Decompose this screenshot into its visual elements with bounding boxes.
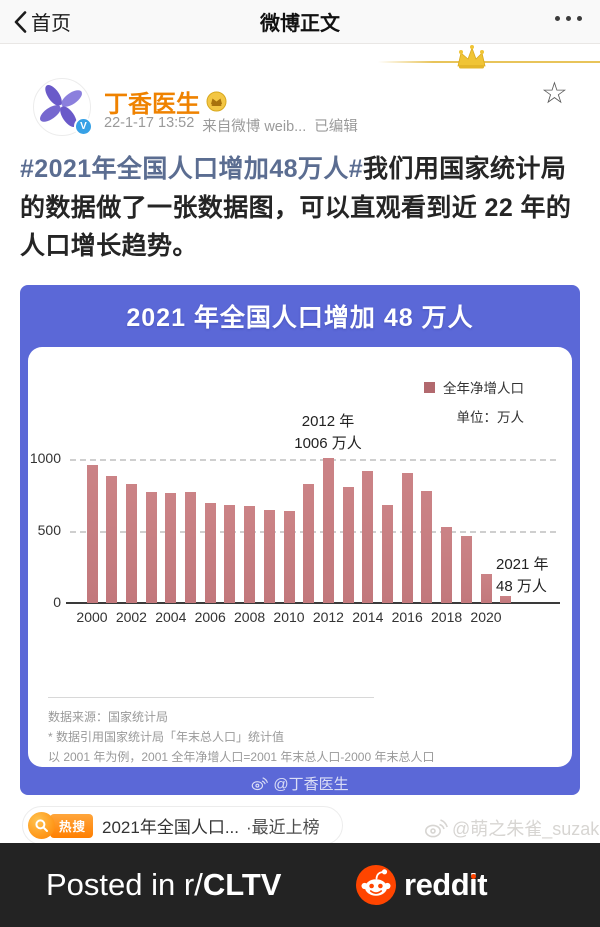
banner-text: Posted in r/CLTV: [46, 867, 282, 902]
x-tick-2012: 2012: [312, 609, 344, 625]
bar-2014: [362, 470, 374, 603]
weibo-logo-icon: [425, 819, 448, 838]
clove-logo-icon: [40, 85, 82, 127]
bar-2009: [263, 509, 275, 603]
x-tick-2002: 2002: [115, 609, 147, 625]
x-tick-2006: 2006: [194, 609, 226, 625]
bar-2010: [283, 510, 295, 603]
bar-2008: [244, 506, 256, 603]
x-tick-2000: 2000: [76, 609, 108, 625]
hot-search-text: 2021年全国人口...: [102, 818, 240, 837]
unit-label: 单位：万人: [456, 410, 525, 425]
footnote-example: 以 2001 年为例，2001 全年净增人口=2001 年末总人口-2000 年…: [48, 750, 435, 764]
chevron-left-icon: [14, 10, 27, 33]
bar-2017: [421, 490, 433, 603]
footnote-definition: * 数据引用国家统计局「年末总人口」统计值: [48, 730, 285, 744]
hot-tag-label: 热搜: [50, 813, 94, 838]
post-body-text: 我们用国家统计局的数据做了一张数据图，可以直观看到近 22 年的人口增长趋势。: [20, 155, 572, 260]
chart-image[interactable]: 2021 年全国人口增加 48 万人 全年净增人口 单位：万人 2012 年 1…: [20, 285, 580, 795]
chart-footnotes: 数据来源：国家统计局 * 数据引用国家统计局「年末总人口」统计值 以 2001 …: [48, 707, 548, 767]
post-edited-flag[interactable]: 已编辑: [314, 119, 358, 135]
reddit-i-dot: [470, 874, 476, 879]
back-label: 首页: [31, 13, 71, 35]
post-timestamp: 22-1-17 13:52: [104, 115, 195, 131]
hot-search-chip[interactable]: 热搜 2021年全国人口... ·最近上榜: [22, 806, 343, 845]
hashtag-link[interactable]: #2021年全国人口增加48万人#: [20, 155, 364, 183]
reddit-wordmark: reddit: [404, 867, 488, 902]
bar-2004: [165, 493, 177, 603]
bar-2021: [500, 596, 512, 603]
legend-label: 全年净增人口: [443, 381, 524, 396]
chart-card: 全年净增人口 单位：万人 2012 年 1006 万人 2021 年 48 万人…: [28, 347, 572, 767]
x-tick-2004: 2004: [155, 609, 187, 625]
x-tick-2008: 2008: [234, 609, 266, 625]
bar-2015: [382, 505, 393, 603]
bar-2018: [441, 526, 453, 603]
y-tick-0: 0: [53, 594, 61, 610]
x-tick-2014: 2014: [352, 609, 384, 625]
x-axis-baseline: [66, 602, 560, 604]
bar-2019: [460, 535, 472, 603]
bar-2003: [145, 491, 157, 603]
gridline-1000: [70, 459, 556, 461]
x-tick-2016: 2016: [391, 609, 423, 625]
more-menu-button[interactable]: [555, 16, 582, 21]
post-meta: 22-1-17 13:52 来自微博 weib... 已编辑: [104, 115, 358, 136]
back-button[interactable]: 首页: [0, 7, 71, 36]
hot-search-badge: 热搜: [28, 812, 94, 839]
verified-v-badge: V: [74, 117, 93, 136]
reddit-logo-icon: [356, 865, 396, 905]
vip-crown-icon: [457, 45, 486, 69]
reddit-banner: Posted in r/CLTV reddit: [0, 843, 600, 927]
bar-2006: [204, 503, 216, 603]
author-name[interactable]: 丁香医生: [104, 84, 227, 119]
bar-2002: [125, 484, 137, 603]
annotation-2012: 2012 年 1006 万人: [294, 413, 362, 452]
bar-2001: [106, 475, 118, 603]
weibo-logo-icon: [252, 776, 269, 790]
annotation-2021: 2021 年 48 万人: [496, 556, 549, 595]
hot-search-suffix: ·最近上榜: [246, 818, 320, 837]
bar-2000: [86, 465, 98, 603]
y-tick-1000: 1000: [29, 450, 61, 466]
x-tick-2018: 2018: [431, 609, 463, 625]
bar-2013: [342, 487, 354, 603]
footnote-source: 数据来源：国家统计局: [48, 710, 169, 724]
chart-watermark: @丁香医生: [20, 771, 580, 795]
x-tick-2020: 2020: [470, 609, 502, 625]
top-nav-bar: 首页 微博正文: [0, 0, 600, 44]
bar-2016: [401, 472, 413, 603]
vip-gold-line: [378, 61, 600, 63]
chart-legend: 全年净增人口 单位：万人: [424, 377, 524, 426]
favorite-star-icon[interactable]: ☆: [541, 76, 568, 111]
y-tick-500: 500: [37, 522, 61, 538]
author-name-label: 丁香医生: [104, 91, 200, 118]
bar-2007: [224, 504, 236, 603]
post-body: #2021年全国人口增加48万人#我们用国家统计局的数据做了一张数据图，可以直观…: [20, 150, 582, 266]
photo-watermark: @萌之朱雀_suzaku: [424, 815, 600, 841]
hot-search-icon: [28, 812, 55, 839]
footnote-separator: [48, 697, 374, 698]
page-title: 微博正文: [260, 13, 340, 35]
bar-2020: [480, 573, 492, 603]
chart-title: 2021 年全国人口增加 48 万人: [126, 304, 474, 332]
x-tick-2010: 2010: [273, 609, 305, 625]
gold-verified-badge-icon: [206, 91, 227, 112]
bar-2012: [322, 458, 334, 603]
bar-2011: [303, 484, 315, 603]
post-source[interactable]: 来自微博 weib...: [202, 119, 307, 135]
bar-2005: [185, 492, 196, 603]
subreddit-name: CLTV: [202, 867, 282, 902]
legend-swatch: [424, 381, 435, 393]
